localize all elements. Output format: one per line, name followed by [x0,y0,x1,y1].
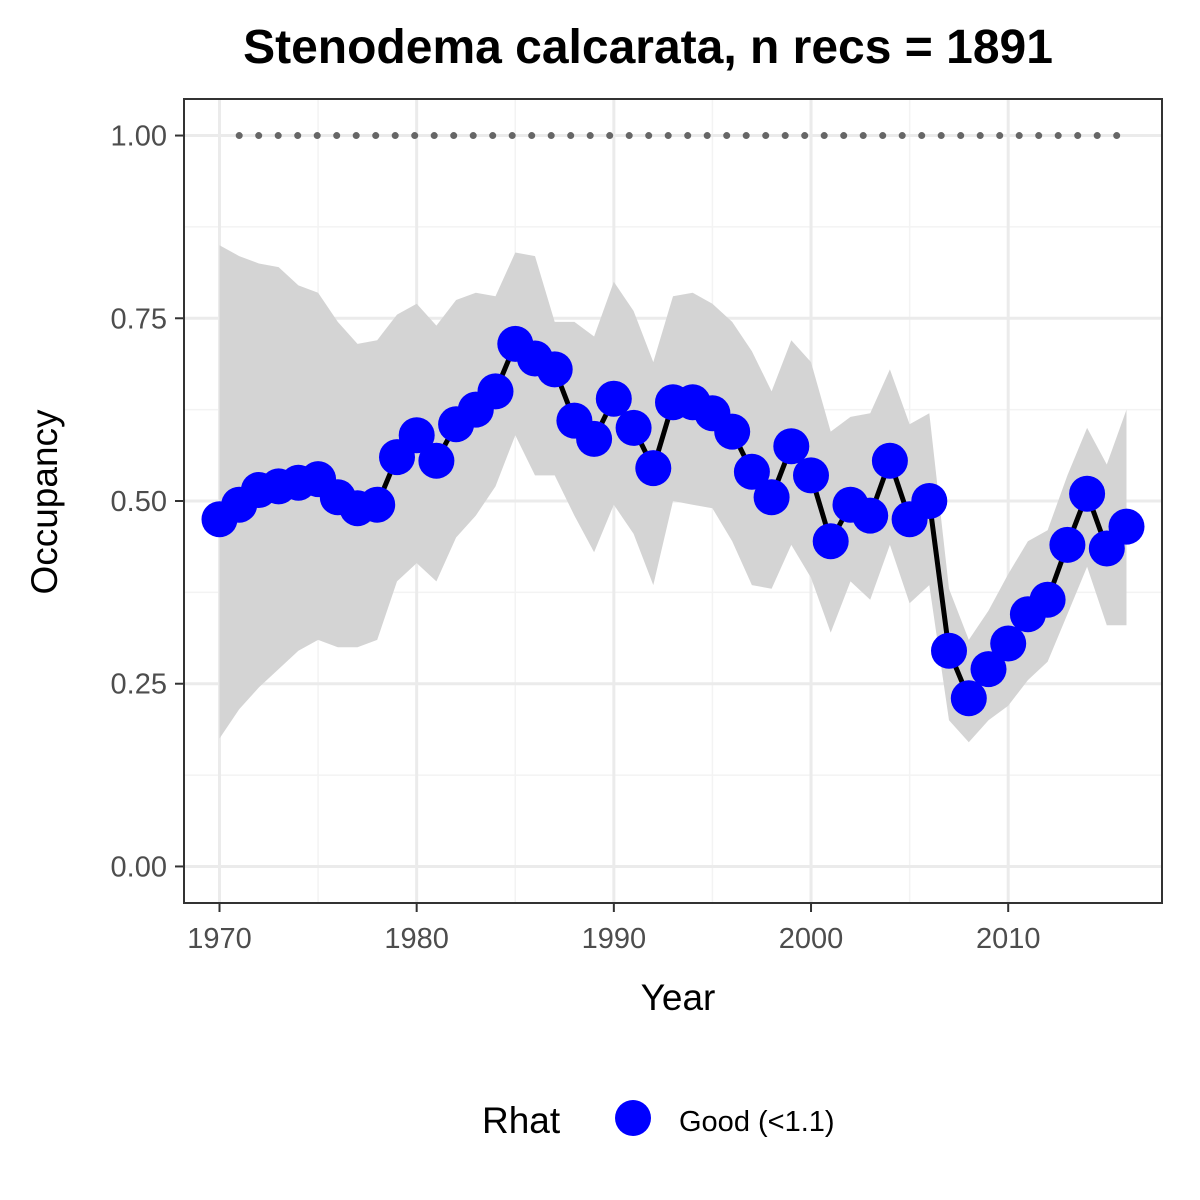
x-axis-label: Year [641,977,716,1018]
data-point [931,632,967,669]
data-point [812,523,849,560]
x-tick-label: 2010 [976,923,1041,955]
data-point [595,380,632,417]
data-point [418,442,455,479]
y-tick-label: 0.25 [111,669,167,701]
data-point [536,351,573,388]
data-point [615,409,652,446]
legend-label: Good (<1.1) [679,1106,835,1138]
x-tick-label: 1970 [187,923,252,955]
x-tick-label: 1990 [582,923,647,955]
data-point [773,428,810,465]
data-point [398,417,435,454]
data-point [1049,526,1086,563]
data-point [359,486,396,523]
y-tick-label: 1.00 [111,121,167,153]
data-point [970,651,1007,688]
data-point [871,442,908,479]
data-point [733,453,770,490]
data-point [1029,581,1066,618]
data-point [793,457,829,494]
x-tick-label: 1980 [384,923,449,955]
data-point [1069,475,1106,512]
data-point [635,450,672,487]
data-point [852,497,889,534]
data-point [950,680,987,717]
legend: Rhat Good (<1.1) [482,1100,835,1141]
data-point [753,479,790,516]
y-axis-label: Occupancy [24,409,65,595]
data-point [714,413,751,450]
data-point [911,483,948,519]
x-tick-label: 2000 [779,923,844,955]
y-tick-label: 0.00 [111,851,167,883]
y-tick-label: 0.50 [111,486,167,518]
data-point [990,625,1027,662]
data-point [477,373,514,410]
legend-key-point [615,1100,651,1136]
y-tick-label: 0.75 [111,303,167,335]
legend-title: Rhat [482,1100,561,1141]
data-point [576,420,613,457]
confidence-ribbon [219,245,1127,743]
chart-title: Stenodema calcarata, n recs = 1891 [243,21,1053,74]
data-point [1108,508,1145,545]
plot-panel: 1970 1980 1990 2000 2010 0.00 0.25 0.50 0.75 1.00 [111,98,1163,955]
